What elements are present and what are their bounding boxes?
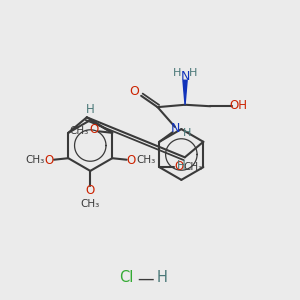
Polygon shape bbox=[183, 80, 187, 105]
Text: O: O bbox=[45, 154, 54, 166]
Text: H: H bbox=[85, 103, 94, 116]
Text: CH₃: CH₃ bbox=[25, 155, 44, 165]
Text: —: — bbox=[137, 269, 154, 287]
Text: OH: OH bbox=[230, 99, 247, 112]
Text: N: N bbox=[180, 70, 190, 83]
Text: H: H bbox=[172, 68, 181, 78]
Text: H: H bbox=[189, 68, 198, 78]
Text: O: O bbox=[174, 160, 183, 173]
Text: O: O bbox=[86, 184, 95, 197]
Text: O: O bbox=[90, 123, 99, 136]
Text: CH₃: CH₃ bbox=[70, 126, 89, 136]
Text: H: H bbox=[157, 270, 168, 285]
Text: CH₃: CH₃ bbox=[81, 199, 100, 209]
Text: CH₃: CH₃ bbox=[183, 162, 202, 172]
Text: O: O bbox=[130, 85, 140, 98]
Text: N: N bbox=[171, 122, 180, 135]
Text: H: H bbox=[177, 159, 186, 172]
Text: CH₃: CH₃ bbox=[136, 155, 155, 165]
Text: O: O bbox=[126, 154, 136, 166]
Text: H: H bbox=[183, 128, 192, 138]
Text: Cl: Cl bbox=[119, 270, 133, 285]
